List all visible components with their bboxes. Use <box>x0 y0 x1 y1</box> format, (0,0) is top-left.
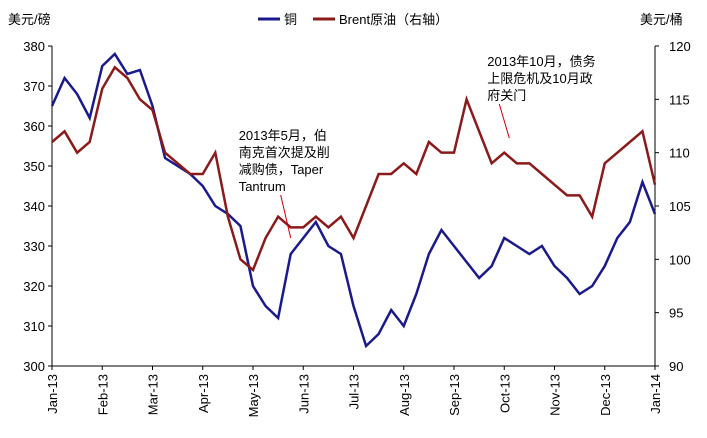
y2-tick-label: 105 <box>669 199 691 214</box>
y-tick-label: 310 <box>23 319 45 334</box>
annotation: 府关门 <box>487 88 526 103</box>
x-tick-label: Dec-13 <box>598 374 613 416</box>
annotation: 南克首次提及削 <box>239 145 330 160</box>
series-line <box>50 52 657 349</box>
annotation: 2013年5月，伯 <box>239 128 327 143</box>
y-tick-label: 360 <box>23 119 45 134</box>
y2-tick-label: 120 <box>669 39 691 54</box>
annotation-arrow <box>280 194 292 239</box>
y-tick-label: 350 <box>23 159 45 174</box>
y-axis-label: 美元/磅 <box>8 12 51 27</box>
x-tick-label: Sep-13 <box>447 374 462 416</box>
x-tick-label: Jun-13 <box>296 374 311 414</box>
x-tick-label: Nov-13 <box>548 374 563 416</box>
x-tick-label: Jan-14 <box>648 374 663 414</box>
y2-tick-label: 115 <box>669 92 690 107</box>
annotation: 上限危机及10月政 <box>487 71 592 86</box>
x-tick-label: Aug-13 <box>397 374 412 416</box>
y2-axis-label: 美元/桶 <box>640 12 683 27</box>
y2-tick-label: 110 <box>669 146 690 161</box>
x-tick-label: Feb-13 <box>95 374 110 415</box>
y-tick-label: 330 <box>23 239 45 254</box>
y-tick-label: 340 <box>23 199 45 214</box>
y2-tick-label: 100 <box>669 252 691 267</box>
legend-label: Brent原油（右轴） <box>339 12 448 27</box>
x-tick-label: Jul-13 <box>347 374 362 409</box>
x-tick-label: Jan-13 <box>45 374 60 414</box>
legend-label: 铜 <box>284 12 297 27</box>
y-tick-label: 320 <box>23 279 45 294</box>
y-tick-label: 380 <box>23 39 45 54</box>
annotation-arrow <box>498 103 510 139</box>
y-tick-label: 300 <box>23 359 45 374</box>
x-tick-label: Apr-13 <box>196 374 211 413</box>
y-tick-label: 370 <box>23 79 45 94</box>
annotation: Tantrum <box>239 179 286 194</box>
series-line <box>51 65 657 273</box>
x-tick-label: Oct-13 <box>497 374 512 413</box>
x-tick-label: May-13 <box>246 374 261 417</box>
annotation: 减购债，Taper <box>239 162 324 177</box>
y2-tick-label: 95 <box>669 306 683 321</box>
y2-tick-label: 90 <box>669 359 683 374</box>
x-tick-label: Mar-13 <box>146 374 161 415</box>
annotation: 2013年10月，债务 <box>487 54 595 69</box>
